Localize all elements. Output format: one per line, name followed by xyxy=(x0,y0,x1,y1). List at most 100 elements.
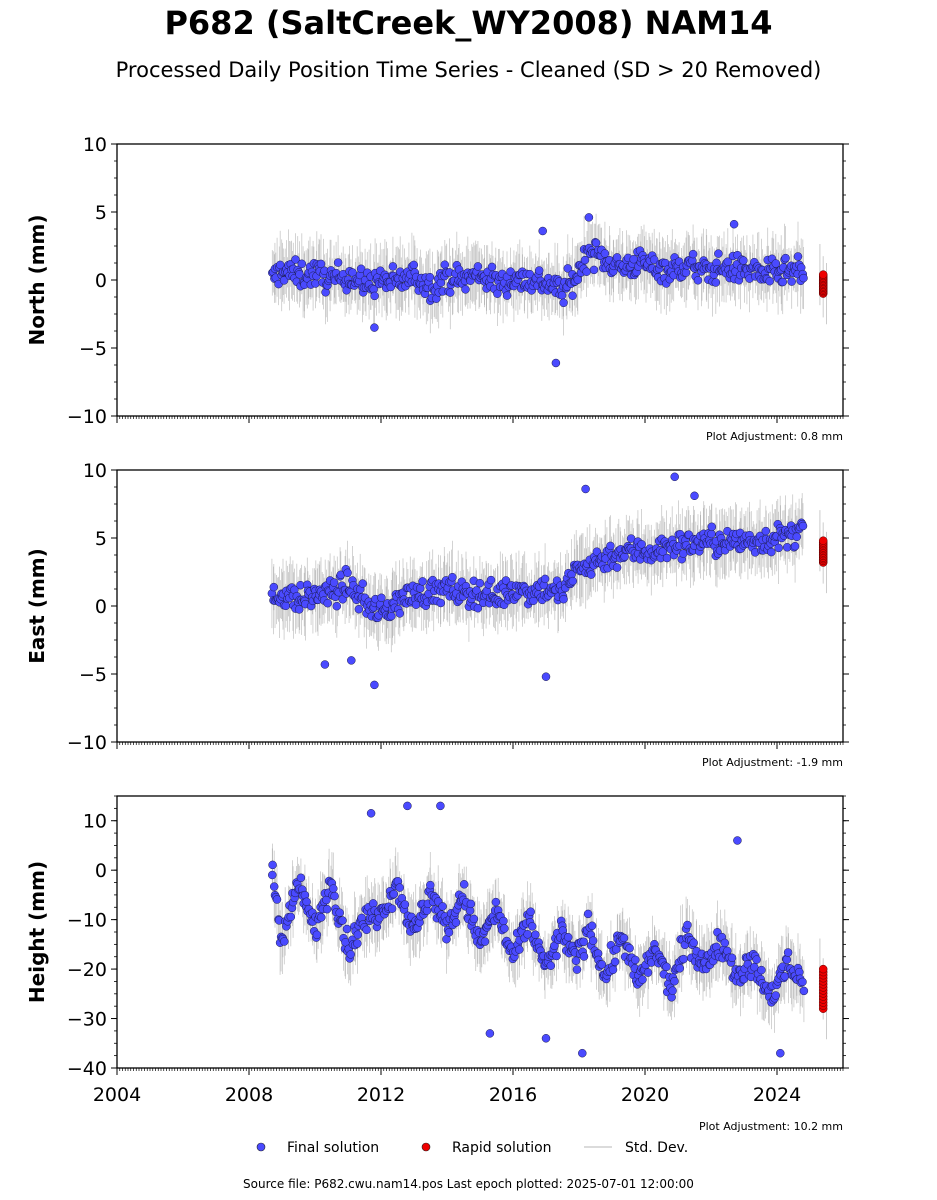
final-point xyxy=(792,532,802,542)
final-point xyxy=(353,939,362,948)
final-point xyxy=(438,902,447,911)
rapid-solution-points xyxy=(818,270,828,298)
final-point xyxy=(776,1048,785,1058)
final-point xyxy=(631,955,640,965)
final-point xyxy=(269,882,279,891)
final-point xyxy=(444,928,454,937)
panel-north: 10 5 0 −5 −10 North (mm) Plot Adjustment: 0.8 … xyxy=(25,134,849,443)
final-point xyxy=(425,272,435,282)
rapid-point xyxy=(818,964,828,974)
final-point xyxy=(597,960,607,969)
final-point xyxy=(757,965,766,975)
final-point xyxy=(487,262,497,272)
legend-std-label: Std. Dev. xyxy=(625,1140,688,1156)
legend-final-marker xyxy=(256,1142,266,1152)
final-point xyxy=(342,924,352,934)
y-tick-label: −20 xyxy=(67,959,107,981)
final-point xyxy=(387,904,397,913)
final-point xyxy=(568,291,577,300)
final-point xyxy=(638,975,647,984)
final-point xyxy=(579,937,588,947)
rapid-point xyxy=(818,536,828,545)
final-point xyxy=(502,291,512,300)
plot-adjustment-note: Plot Adjustment: 10.2 mm xyxy=(699,1120,843,1133)
final-solution-points xyxy=(268,801,809,1058)
y-tick-label: −5 xyxy=(79,664,107,686)
final-point xyxy=(610,957,620,967)
final-point xyxy=(446,288,455,297)
final-point xyxy=(707,529,716,539)
final-point xyxy=(578,1048,587,1058)
final-point xyxy=(739,256,748,265)
final-point xyxy=(302,897,311,907)
final-point xyxy=(589,265,599,275)
y-axis-label: North (mm) xyxy=(25,214,49,345)
final-point xyxy=(486,575,496,585)
final-point xyxy=(707,522,717,532)
plot-adjustment-note: Plot Adjustment: 0.8 mm xyxy=(706,430,843,443)
final-point xyxy=(572,965,582,974)
final-point xyxy=(540,574,550,584)
final-point xyxy=(395,609,405,618)
final-point xyxy=(485,1029,495,1038)
y-tick-label: 0 xyxy=(95,270,107,292)
final-solution-points xyxy=(267,472,808,690)
final-point xyxy=(793,252,803,261)
final-point xyxy=(552,951,561,961)
plot-adjustment-note: Plot Adjustment: -1.9 mm xyxy=(702,756,843,769)
final-point xyxy=(395,883,404,892)
rapid-point xyxy=(818,270,828,279)
final-point xyxy=(362,925,371,935)
final-point xyxy=(563,932,573,942)
y-tick-label: 0 xyxy=(95,596,107,618)
final-point xyxy=(268,860,277,870)
final-point xyxy=(280,937,289,946)
final-point xyxy=(330,891,339,901)
final-point xyxy=(798,521,808,531)
std-dev-bars xyxy=(271,493,827,653)
final-point xyxy=(333,258,343,267)
final-point xyxy=(475,578,485,588)
final-point xyxy=(720,938,730,948)
final-point xyxy=(353,930,363,939)
x-tick-label: 2008 xyxy=(225,1084,273,1106)
final-point xyxy=(370,323,379,332)
final-point xyxy=(473,603,483,613)
final-point xyxy=(670,472,679,482)
final-point xyxy=(534,266,544,275)
final-point xyxy=(551,358,561,368)
legend-final-label: Final solution xyxy=(287,1140,379,1156)
final-point xyxy=(689,938,698,948)
final-point xyxy=(356,264,366,274)
y-tick-label: 10 xyxy=(83,460,107,482)
final-point xyxy=(440,260,450,269)
chart-title: P682 (SaltCreek_WY2008) NAM14 xyxy=(164,4,773,42)
final-point xyxy=(387,611,396,621)
final-point xyxy=(346,950,355,959)
final-point xyxy=(693,276,703,285)
final-point xyxy=(279,276,289,285)
final-point xyxy=(557,291,567,300)
final-point xyxy=(506,267,515,276)
final-point xyxy=(335,908,344,917)
final-point xyxy=(782,955,792,964)
final-point xyxy=(629,254,638,264)
final-point xyxy=(799,273,808,283)
final-point xyxy=(312,930,322,940)
source-footer: Source file: P682.cwu.nam14.pos Last epo… xyxy=(243,1177,694,1191)
final-point xyxy=(771,991,780,1000)
final-point xyxy=(499,916,508,926)
final-point xyxy=(461,285,470,294)
final-point xyxy=(714,249,723,258)
chart-subtitle: Processed Daily Position Time Series - C… xyxy=(115,58,822,82)
final-point xyxy=(799,986,809,996)
final-point xyxy=(783,948,793,957)
final-point xyxy=(670,976,679,986)
final-point xyxy=(584,213,594,222)
final-point xyxy=(323,598,332,608)
final-point xyxy=(343,568,352,578)
y-tick-label: 5 xyxy=(95,202,107,224)
final-point xyxy=(347,656,356,665)
final-point xyxy=(581,484,590,494)
final-point xyxy=(515,945,524,954)
